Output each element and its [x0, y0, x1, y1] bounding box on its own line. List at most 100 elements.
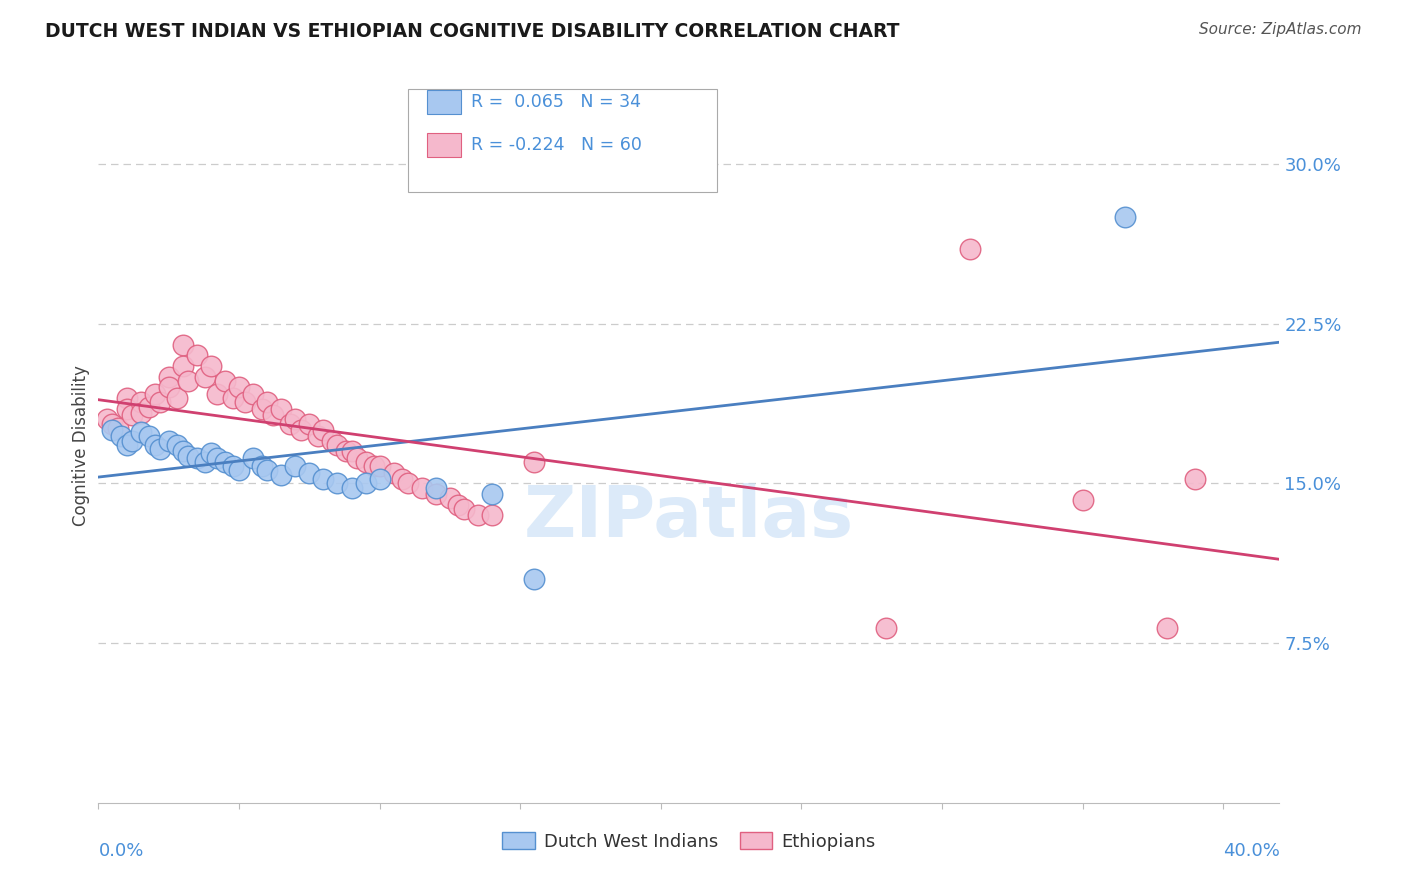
Point: [284, 412, 307, 426]
Point: [177, 449, 200, 463]
Point: [256, 395, 278, 409]
Point: [411, 481, 433, 495]
Point: [166, 391, 188, 405]
Point: [242, 386, 264, 401]
Point: [242, 450, 264, 465]
Point: [194, 369, 217, 384]
Point: [129, 406, 152, 420]
Point: [222, 391, 245, 405]
Text: Source: ZipAtlas.com: Source: ZipAtlas.com: [1198, 22, 1361, 37]
Point: [149, 442, 172, 457]
Point: [250, 401, 273, 416]
Point: [138, 400, 160, 414]
Point: [278, 417, 301, 431]
Point: [298, 417, 321, 431]
Point: [205, 450, 228, 465]
Point: [447, 498, 470, 512]
Point: [382, 466, 405, 480]
Point: [335, 444, 357, 458]
Point: [107, 421, 129, 435]
Point: [200, 359, 222, 373]
Point: [346, 450, 368, 465]
Legend: Dutch West Indians, Ethiopians: Dutch West Indians, Ethiopians: [495, 825, 883, 858]
Point: [129, 425, 152, 439]
Point: [396, 476, 419, 491]
Point: [115, 401, 138, 416]
Point: [256, 463, 278, 477]
Point: [875, 621, 897, 635]
Point: [368, 459, 391, 474]
Point: [186, 349, 208, 363]
Text: 40.0%: 40.0%: [1223, 842, 1279, 860]
Point: [186, 450, 208, 465]
Point: [453, 501, 475, 516]
Point: [439, 491, 461, 506]
Text: R =  0.065   N = 34: R = 0.065 N = 34: [471, 93, 641, 112]
Point: [166, 438, 188, 452]
Point: [523, 572, 546, 586]
Point: [101, 417, 124, 431]
Point: [96, 412, 118, 426]
Y-axis label: Cognitive Disability: Cognitive Disability: [72, 366, 90, 526]
Point: [321, 434, 343, 448]
Point: [233, 395, 256, 409]
Point: [143, 438, 166, 452]
Point: [290, 423, 312, 437]
Point: [129, 395, 152, 409]
Point: [228, 463, 250, 477]
Point: [363, 459, 385, 474]
Point: [172, 338, 194, 352]
Point: [425, 481, 447, 495]
Point: [481, 487, 503, 501]
Point: [270, 467, 292, 482]
Point: [391, 472, 413, 486]
Point: [354, 455, 377, 469]
Text: ZIPatlas: ZIPatlas: [524, 483, 853, 552]
Point: [262, 408, 284, 422]
Point: [157, 380, 180, 394]
Text: DUTCH WEST INDIAN VS ETHIOPIAN COGNITIVE DISABILITY CORRELATION CHART: DUTCH WEST INDIAN VS ETHIOPIAN COGNITIVE…: [45, 22, 900, 41]
Point: [115, 438, 138, 452]
Point: [959, 242, 981, 256]
Point: [326, 438, 349, 452]
Text: R = -0.224   N = 60: R = -0.224 N = 60: [471, 136, 643, 154]
Point: [523, 455, 546, 469]
Point: [110, 429, 132, 443]
Point: [101, 423, 124, 437]
Point: [250, 459, 273, 474]
Point: [326, 476, 349, 491]
Point: [157, 369, 180, 384]
Point: [284, 459, 307, 474]
Point: [298, 466, 321, 480]
Point: [425, 487, 447, 501]
Point: [340, 444, 363, 458]
Point: [177, 374, 200, 388]
Point: [340, 481, 363, 495]
Point: [1071, 493, 1094, 508]
Point: [1156, 621, 1178, 635]
Point: [1114, 210, 1136, 224]
Point: [1184, 472, 1206, 486]
Point: [149, 395, 172, 409]
Point: [200, 446, 222, 460]
Point: [467, 508, 489, 523]
Point: [222, 459, 245, 474]
Point: [214, 374, 236, 388]
Point: [121, 408, 143, 422]
Point: [312, 423, 335, 437]
Point: [214, 455, 236, 469]
Point: [354, 476, 377, 491]
Text: 0.0%: 0.0%: [98, 842, 143, 860]
Point: [312, 472, 335, 486]
Point: [172, 359, 194, 373]
Point: [121, 434, 143, 448]
Point: [138, 429, 160, 443]
Point: [368, 472, 391, 486]
Point: [307, 429, 329, 443]
Point: [143, 386, 166, 401]
Point: [157, 434, 180, 448]
Point: [481, 508, 503, 523]
Point: [115, 391, 138, 405]
Point: [270, 401, 292, 416]
Point: [205, 386, 228, 401]
